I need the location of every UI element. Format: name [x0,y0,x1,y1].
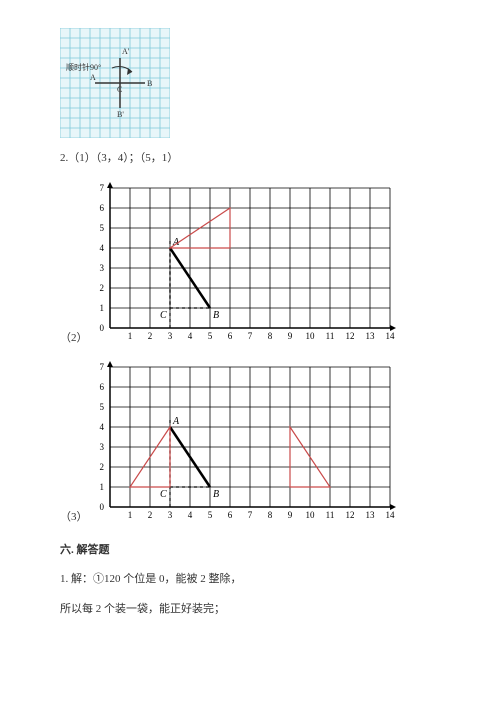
chart-3-svg: 123456789101112131401234567ABC [92,359,402,524]
svg-text:0: 0 [99,323,104,333]
svg-text:12: 12 [345,331,354,341]
fig1-B-label: B [147,79,152,88]
svg-text:2: 2 [99,283,104,293]
label-3: （3） [60,508,88,524]
svg-text:B: B [213,310,219,321]
answer-2-1: 2.（1）（3，4）；（5，1） [60,150,440,168]
q1-line2: 所以每 2 个装一袋，能正好装完； [60,601,440,619]
svg-text:4: 4 [99,422,104,432]
fig1-Bprime-label: B' [117,110,124,119]
svg-text:7: 7 [99,183,104,193]
svg-text:6: 6 [99,203,104,213]
q1-line1: 1. 解：①120 个位是 0，能被 2 整除， [60,571,440,589]
svg-text:5: 5 [207,331,212,341]
svg-text:0: 0 [99,502,104,512]
svg-text:14: 14 [385,510,395,520]
svg-text:3: 3 [99,442,104,452]
svg-text:9: 9 [287,510,292,520]
svg-text:3: 3 [167,510,172,520]
svg-text:10: 10 [305,510,315,520]
svg-text:13: 13 [365,331,375,341]
fig1-C-label: C [117,85,122,94]
svg-text:10: 10 [305,331,315,341]
svg-text:7: 7 [247,331,252,341]
svg-text:11: 11 [325,510,334,520]
svg-text:13: 13 [365,510,375,520]
svg-text:4: 4 [187,331,192,341]
svg-text:5: 5 [99,402,104,412]
svg-text:3: 3 [99,263,104,273]
svg-text:6: 6 [99,382,104,392]
svg-text:5: 5 [207,510,212,520]
svg-text:1: 1 [99,303,104,313]
svg-text:7: 7 [99,362,104,372]
label-2: （2） [60,329,88,345]
svg-text:4: 4 [187,510,192,520]
svg-text:2: 2 [147,331,152,341]
svg-text:1: 1 [127,510,132,520]
figure-1-rotation-grid: A' A C B B' 顺时针90° [60,28,440,138]
section-6-title: 六. 解答题 [60,542,440,560]
svg-text:12: 12 [345,510,354,520]
svg-text:8: 8 [267,510,272,520]
svg-text:3: 3 [167,331,172,341]
svg-text:C: C [160,310,167,321]
svg-text:9: 9 [287,331,292,341]
fig1-A-label: A [90,73,96,82]
svg-text:6: 6 [227,331,232,341]
svg-text:2: 2 [99,462,104,472]
chart-3-row: （3） 123456789101112131401234567ABC [60,359,440,524]
svg-text:4: 4 [99,243,104,253]
fig1-rotation-label: 顺时针90° [66,62,101,72]
fig1-svg: A' A C B B' 顺时针90° [60,28,170,138]
svg-text:8: 8 [267,331,272,341]
svg-text:C: C [160,489,167,500]
svg-text:7: 7 [247,510,252,520]
svg-text:1: 1 [127,331,132,341]
svg-text:5: 5 [99,223,104,233]
svg-text:11: 11 [325,331,334,341]
svg-text:6: 6 [227,510,232,520]
svg-text:1: 1 [99,482,104,492]
svg-text:2: 2 [147,510,152,520]
fig1-Aprime-label: A' [122,47,130,56]
svg-text:B: B [213,489,219,500]
chart-2-row: （2） 123456789101112131401234567ABC [60,180,440,345]
svg-text:14: 14 [385,331,395,341]
svg-text:A: A [172,416,180,427]
chart-2-svg: 123456789101112131401234567ABC [92,180,402,345]
